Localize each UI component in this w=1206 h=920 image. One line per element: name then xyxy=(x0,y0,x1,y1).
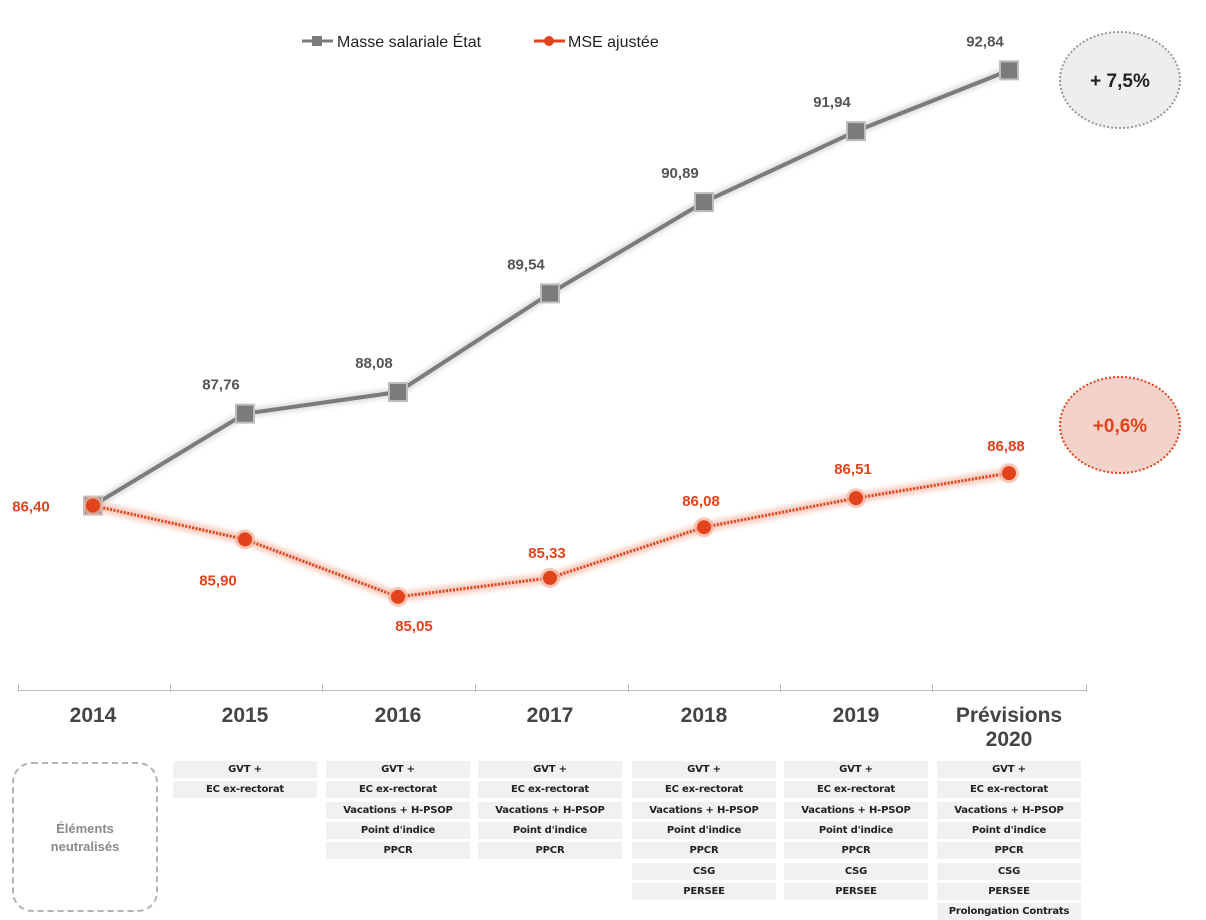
legend-masse-salariale-swatch-marker xyxy=(312,36,322,46)
category-axis-line xyxy=(18,690,1086,691)
category-label-1: 2015 xyxy=(221,704,269,727)
neutralized-item: GVT + xyxy=(632,761,776,778)
mse-ajustee-point-5 xyxy=(849,491,863,506)
masse-salariale-value-label-2: 88,08 xyxy=(355,355,393,372)
neutralized-item: Vacations + H-PSOP xyxy=(784,801,928,819)
neutralized-item: PPCR xyxy=(478,842,622,860)
mse-ajustee-value-label-4: 86,08 xyxy=(682,493,720,510)
neutralized-item: EC ex-rectorat xyxy=(173,781,317,799)
neutralized-elements-label: Éléments neutralisés xyxy=(50,821,120,854)
masse-salariale-value-label-6: 92,84 xyxy=(966,33,1004,50)
masse-salariale-point-2 xyxy=(388,382,408,403)
masse-salariale-point-3 xyxy=(540,283,560,304)
legend-mse-ajustee-label: MSE ajustée xyxy=(568,34,659,51)
neutralized-item: GVT + xyxy=(478,761,622,778)
mse-ajustee-point-6 xyxy=(1002,466,1016,481)
neutralized-item: CSG xyxy=(632,862,776,880)
mse-ajustee-value-label-2: 85,05 xyxy=(395,618,433,635)
mse-ajustee-value-label-1: 85,90 xyxy=(199,572,237,589)
neutralized-item: CSG xyxy=(784,862,928,880)
category-label-5: 2019 xyxy=(832,704,880,727)
neutralized-item: GVT + xyxy=(937,761,1081,778)
category-axis-tick xyxy=(475,684,476,692)
growth-badge-label-1: + 7,5% xyxy=(1090,71,1150,92)
neutralized-item: PERSEE xyxy=(937,882,1081,900)
neutralized-item: PPCR xyxy=(632,842,776,860)
category-axis-tick xyxy=(628,684,629,692)
category-axis-tick xyxy=(18,684,19,692)
category-axis-tick xyxy=(932,684,933,692)
neutralized-item: PERSEE xyxy=(632,882,776,900)
neutralized-item: EC ex-rectorat xyxy=(632,781,776,799)
growth-badge-1 xyxy=(1059,31,1181,129)
category-label-6: Prévisions 2020 xyxy=(955,704,1063,751)
mse-ajustee-point-2 xyxy=(391,589,405,604)
neutralized-item: EC ex-rectorat xyxy=(478,781,622,799)
mse-ajustee-point-1 xyxy=(238,532,252,547)
neutralized-item: GVT + xyxy=(784,761,928,778)
neutralized-item: Vacations + H-PSOP xyxy=(326,801,470,819)
legend-mse-ajustee-swatch-marker xyxy=(544,36,554,46)
neutralized-item: Vacations + H-PSOP xyxy=(937,801,1081,819)
category-label-3: 2017 xyxy=(526,704,574,727)
masse-salariale-value-label-5: 91,94 xyxy=(813,94,851,111)
neutralized-item: GVT + xyxy=(326,761,470,778)
mse-ajustee-point-3 xyxy=(543,570,557,585)
neutralized-item: EC ex-rectorat xyxy=(784,781,928,799)
growth-badge-label-2: +0,6% xyxy=(1093,416,1148,437)
mse-ajustee-point-0 xyxy=(86,498,100,513)
mse-ajustee-value-label-3: 85,33 xyxy=(528,545,566,562)
category-axis-tick xyxy=(322,684,323,692)
neutralized-item: PPCR xyxy=(937,842,1081,860)
legend-masse-salariale-label: Masse salariale État xyxy=(337,32,482,51)
neutralized-item: Point d'indice xyxy=(632,821,776,839)
category-label-4: 2018 xyxy=(680,704,728,727)
masse-salariale-point-6 xyxy=(999,60,1019,81)
neutralized-item: PPCR xyxy=(784,842,928,860)
neutralized-item: Point d'indice xyxy=(326,821,470,839)
neutralized-item: Point d'indice xyxy=(784,821,928,839)
neutralized-item: EC ex-rectorat xyxy=(937,781,1081,799)
masse-salariale-value-label-4: 90,89 xyxy=(661,165,699,182)
mse-ajustee-value-label-0: 86,40 xyxy=(12,499,50,516)
category-axis-tick xyxy=(780,684,781,692)
mse-ajustee-value-label-6: 86,88 xyxy=(987,438,1025,455)
masse-salariale-value-label-1: 87,76 xyxy=(202,377,240,394)
neutralized-item: PPCR xyxy=(326,842,470,860)
growth-badge-2 xyxy=(1059,376,1181,474)
mse-ajustee-point-4 xyxy=(697,520,711,535)
mse-ajustee-value-label-5: 86,51 xyxy=(834,461,872,478)
masse-salariale-point-5 xyxy=(846,121,866,142)
neutralized-elements-box xyxy=(12,762,158,912)
neutralized-item: CSG xyxy=(937,862,1081,880)
neutralized-item: EC ex-rectorat xyxy=(326,781,470,799)
category-axis-tick xyxy=(1086,684,1087,692)
masse-salariale-point-1 xyxy=(235,403,255,424)
neutralized-item: Prolongation Contrats xyxy=(937,903,1081,920)
neutralized-item: PERSEE xyxy=(784,882,928,900)
masse-salariale-value-label-3: 89,54 xyxy=(507,256,545,273)
category-label-2: 2016 xyxy=(374,704,422,727)
masse-salariale-point-4 xyxy=(694,192,714,213)
neutralized-item: Point d'indice xyxy=(478,821,622,839)
neutralized-item: Vacations + H-PSOP xyxy=(632,801,776,819)
category-label-0: 2014 xyxy=(69,704,117,727)
neutralized-item: Vacations + H-PSOP xyxy=(478,801,622,819)
neutralized-item: Point d'indice xyxy=(937,821,1081,839)
neutralized-item: GVT + xyxy=(173,761,317,778)
category-axis-tick xyxy=(170,684,171,692)
